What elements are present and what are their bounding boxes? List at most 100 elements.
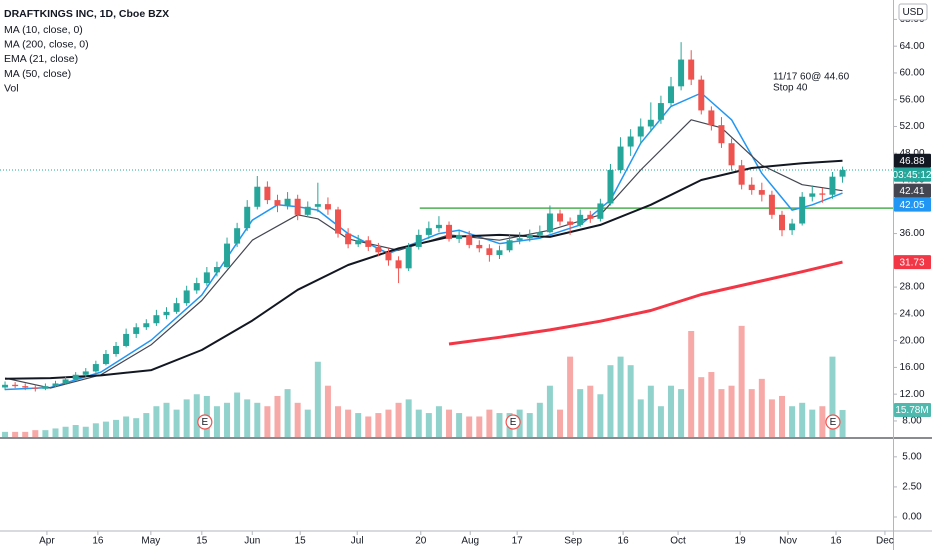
volume-bar — [324, 385, 331, 437]
x-tick-label: 19 — [735, 536, 747, 547]
candle-body — [657, 103, 664, 120]
candle-body — [133, 327, 140, 334]
candle-body — [234, 228, 241, 244]
y-tick-label: 8.00 — [902, 416, 922, 427]
volume-bar — [779, 395, 786, 437]
ma-line — [448, 260, 843, 346]
volume-bar — [819, 406, 826, 437]
candle-body — [607, 169, 614, 204]
candle-body — [365, 240, 372, 247]
volume-bar — [213, 406, 220, 437]
candle-body — [779, 214, 786, 231]
candle-body — [335, 209, 342, 234]
y-tick-label: 5.00 — [902, 451, 922, 462]
candle-body — [446, 224, 453, 239]
price-label-box — [894, 167, 931, 182]
candle-body — [143, 323, 150, 328]
volume-bar — [435, 406, 442, 437]
legend-entry: MA (200, close, 0) — [4, 38, 89, 50]
candle-body — [678, 59, 685, 87]
volume-bar — [647, 385, 654, 437]
volume-bar — [143, 413, 150, 437]
volume-bar — [627, 365, 634, 437]
volume-bar — [557, 409, 564, 437]
price-label: 42.41 — [899, 186, 924, 197]
earnings-marker — [197, 414, 213, 430]
y-tick-label: 64.00 — [899, 41, 924, 52]
volume-bar — [133, 418, 140, 437]
price-label: 31.73 — [899, 257, 924, 268]
volume-bar — [728, 385, 735, 437]
volume-bar — [365, 416, 372, 437]
volume-bar — [52, 428, 59, 437]
price-label-box — [894, 255, 931, 270]
candle-body — [2, 384, 9, 388]
candle-body — [425, 228, 432, 235]
volume-bar — [173, 409, 180, 437]
volume-bar — [799, 402, 806, 437]
candle-body — [456, 234, 463, 239]
volume-bar — [193, 394, 200, 437]
candle-body — [597, 203, 604, 219]
candle-body — [799, 196, 806, 224]
earnings-marker — [825, 414, 841, 430]
candle-body — [496, 250, 503, 255]
candle-body — [587, 214, 594, 219]
volume-bar — [264, 406, 271, 437]
volume-bar — [486, 409, 493, 437]
volume-bar — [456, 413, 463, 437]
candle-body — [213, 267, 220, 273]
candle-body — [72, 374, 79, 380]
volume-bar — [405, 399, 412, 437]
volume-bar — [809, 409, 816, 437]
candle-body — [385, 252, 392, 261]
x-tick-label: 16 — [618, 536, 630, 547]
volume-bar — [466, 416, 473, 437]
volume-bar — [768, 399, 775, 437]
volume-bar — [72, 425, 79, 437]
y-tick-label: 20.00 — [899, 335, 924, 346]
x-tick-label: 20 — [415, 536, 427, 547]
volume-bar — [738, 325, 745, 437]
volume-bar — [224, 402, 231, 437]
candle-body — [688, 59, 695, 80]
volume-bar — [415, 409, 422, 437]
candle-body — [476, 244, 483, 249]
candle-body — [22, 386, 29, 388]
x-tick-label: 16 — [92, 536, 104, 547]
axis-background — [893, 0, 932, 550]
y-tick-label: 36.00 — [899, 228, 924, 239]
volume-bar — [153, 406, 160, 437]
candle-body — [516, 238, 523, 241]
candle-body — [405, 246, 412, 269]
x-tick-label: 15 — [196, 536, 208, 547]
volume-bar — [314, 361, 321, 437]
candle-body — [62, 379, 69, 384]
price-label-box — [894, 183, 931, 198]
candle-body — [668, 86, 675, 104]
candle-body — [839, 169, 846, 177]
candle-body — [526, 234, 533, 239]
x-tick-label: 17 — [512, 536, 524, 547]
volume-bar — [839, 410, 846, 437]
x-tick-label: May — [141, 536, 160, 547]
volume-bar — [617, 356, 624, 437]
volume-bar — [577, 389, 584, 437]
candle-body — [758, 190, 765, 195]
candle-body — [183, 290, 190, 304]
candle-body — [355, 240, 362, 245]
volume-bar — [758, 378, 765, 437]
volume-bar — [718, 389, 725, 437]
volume-bar — [789, 406, 796, 437]
candle-body — [506, 240, 513, 251]
volume-bar — [102, 421, 109, 437]
volume-bar — [345, 409, 352, 437]
volume-bar — [244, 399, 251, 437]
candle-body — [153, 315, 160, 324]
volume-bar — [82, 426, 89, 437]
volume-bar — [183, 399, 190, 437]
volume-bar — [567, 356, 574, 437]
candle-body — [173, 303, 180, 312]
candle-body — [345, 233, 352, 245]
